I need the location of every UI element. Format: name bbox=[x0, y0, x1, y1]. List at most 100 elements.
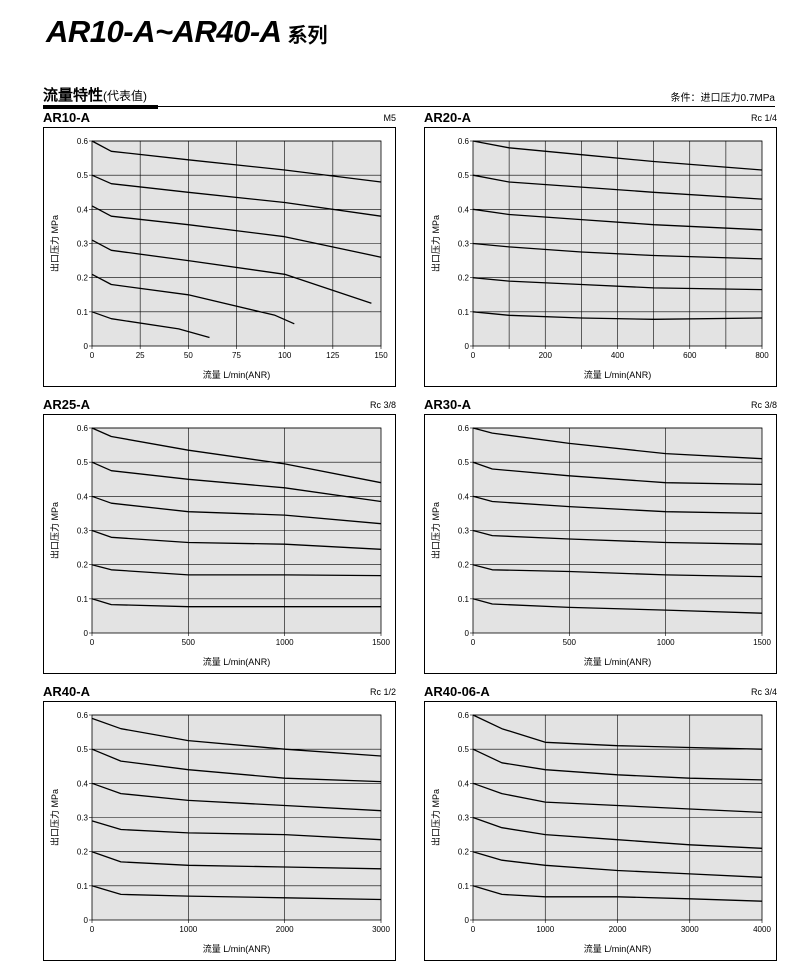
section-title: 流量特性(代表值) bbox=[43, 84, 147, 105]
series-line bbox=[472, 748, 763, 781]
series-line bbox=[472, 242, 763, 260]
series-line bbox=[472, 529, 763, 545]
y-tick-label: 0.1 bbox=[458, 308, 470, 317]
chart-port-label: Rc 1/4 bbox=[750, 113, 777, 123]
series-line bbox=[472, 714, 763, 750]
x-tick-label: 0 bbox=[471, 925, 476, 934]
condition-note: 条件：进口压力0.7MPa bbox=[670, 93, 775, 104]
y-tick-label: 0.6 bbox=[77, 137, 89, 146]
x-tick-label: 0 bbox=[90, 638, 95, 647]
y-tick-label: 0.1 bbox=[77, 308, 89, 317]
y-tick-label: 0.4 bbox=[77, 492, 89, 501]
series-line bbox=[91, 427, 382, 484]
y-tick-label: 0.4 bbox=[77, 779, 89, 788]
chart-svg: 0 0.1 0.2 0.3 0.4 0.5 0.6 0 1000 2000 3000 流量 L/min… bbox=[49, 711, 390, 954]
chart-svg: 0 0.1 0.2 0.3 0.4 0.5 0.6 0 25 50 75 100 125 150 流量 L/… bbox=[49, 137, 388, 380]
section-subtitle: (代表值) bbox=[103, 89, 148, 103]
series-line bbox=[91, 717, 382, 757]
chart-header: AR30-A Rc 3/8 bbox=[424, 397, 777, 413]
series-line bbox=[91, 239, 372, 304]
chart-frame: 0 0.1 0.2 0.3 0.4 0.5 0.6 0 1000 2000 3000 4000 流量 L… bbox=[424, 701, 777, 961]
y-tick-label: 0 bbox=[465, 916, 470, 925]
x-tick-label: 100 bbox=[278, 351, 292, 360]
series-line bbox=[472, 564, 763, 578]
series-line bbox=[91, 820, 382, 841]
y-tick-label: 0.6 bbox=[458, 424, 470, 433]
x-axis-label: 流量 L/min(ANR) bbox=[584, 369, 652, 380]
series-line bbox=[91, 174, 382, 217]
x-tick-label: 600 bbox=[683, 351, 697, 360]
chart-frame: 0 0.1 0.2 0.3 0.4 0.5 0.6 0 500 1000 1500 流量 L/min(… bbox=[424, 414, 777, 674]
section-underline bbox=[43, 105, 158, 109]
y-tick-label: 0.1 bbox=[77, 882, 89, 891]
x-axis-label: 流量 L/min(ANR) bbox=[584, 943, 652, 954]
x-tick-label: 150 bbox=[374, 351, 388, 360]
series-line bbox=[472, 140, 763, 171]
x-tick-label: 0 bbox=[471, 351, 476, 360]
y-tick-label: 0.6 bbox=[77, 711, 89, 720]
y-tick-label: 0.5 bbox=[458, 745, 470, 754]
x-tick-label: 1000 bbox=[657, 638, 675, 647]
y-axis-label: 出口压力 MPa bbox=[49, 215, 60, 272]
chart-svg: 0 0.1 0.2 0.3 0.4 0.5 0.6 0 1000 2000 3000 4000 流量 L… bbox=[430, 711, 771, 954]
y-tick-label: 0.5 bbox=[77, 458, 89, 467]
y-tick-label: 0.1 bbox=[77, 595, 89, 604]
x-tick-label: 1000 bbox=[536, 925, 554, 934]
section-header: 流量特性(代表值) 条件：进口压力0.7MPa bbox=[43, 84, 775, 109]
series-line bbox=[472, 427, 763, 460]
x-tick-label: 200 bbox=[539, 351, 553, 360]
y-tick-label: 0.5 bbox=[458, 171, 470, 180]
series-line bbox=[472, 311, 763, 320]
y-axis-label: 出口压力 MPa bbox=[430, 215, 441, 272]
chart-port-label: Rc 3/4 bbox=[750, 687, 777, 697]
x-tick-label: 50 bbox=[184, 351, 193, 360]
chart-model-label: AR40-06-A bbox=[424, 684, 490, 699]
x-tick-label: 800 bbox=[755, 351, 769, 360]
y-tick-label: 0.4 bbox=[458, 779, 470, 788]
x-tick-label: 2000 bbox=[276, 925, 294, 934]
series-line bbox=[91, 564, 382, 577]
y-tick-label: 0.2 bbox=[77, 274, 89, 283]
y-tick-label: 0 bbox=[465, 629, 470, 638]
y-tick-label: 0.2 bbox=[458, 561, 470, 570]
y-tick-label: 0.2 bbox=[458, 848, 470, 857]
y-tick-label: 0.5 bbox=[77, 171, 89, 180]
x-tick-label: 75 bbox=[232, 351, 241, 360]
y-tick-label: 0.6 bbox=[458, 137, 470, 146]
y-axis-label: 出口压力 MPa bbox=[49, 789, 60, 846]
series-line bbox=[472, 277, 763, 291]
x-tick-label: 3000 bbox=[681, 925, 699, 934]
chart-header: AR10-A M5 bbox=[43, 110, 396, 126]
x-tick-label: 1000 bbox=[276, 638, 294, 647]
chart-frame: 0 0.1 0.2 0.3 0.4 0.5 0.6 0 200 400 600 800 流量 L/min… bbox=[424, 127, 777, 387]
x-tick-label: 25 bbox=[136, 351, 145, 360]
y-tick-label: 0 bbox=[84, 629, 89, 638]
y-tick-label: 0.3 bbox=[458, 814, 470, 823]
series-line bbox=[91, 205, 382, 258]
chart-svg: 0 0.1 0.2 0.3 0.4 0.5 0.6 0 200 400 600 800 流量 L/min… bbox=[430, 137, 769, 380]
series-line bbox=[472, 598, 763, 614]
chart-header: AR40-06-A Rc 3/4 bbox=[424, 684, 777, 700]
x-axis-label: 流量 L/min(ANR) bbox=[203, 943, 271, 954]
y-tick-label: 0.2 bbox=[458, 274, 470, 283]
y-tick-label: 0 bbox=[465, 342, 470, 351]
section-title-text: 流量特性 bbox=[43, 87, 104, 104]
y-tick-label: 0.3 bbox=[77, 527, 89, 536]
y-tick-label: 0.6 bbox=[458, 711, 470, 720]
x-tick-label: 125 bbox=[326, 351, 340, 360]
series-line bbox=[91, 748, 382, 783]
series-line bbox=[91, 885, 382, 901]
y-tick-label: 0.2 bbox=[77, 561, 89, 570]
x-tick-label: 500 bbox=[563, 638, 577, 647]
series-line bbox=[91, 598, 381, 608]
chart-model-label: AR25-A bbox=[43, 397, 90, 412]
series-line bbox=[91, 529, 382, 550]
series-line bbox=[472, 885, 763, 902]
series-line bbox=[472, 851, 763, 878]
chart-port-label: M5 bbox=[383, 113, 396, 123]
chart-svg: 0 0.1 0.2 0.3 0.4 0.5 0.6 0 500 1000 1500 流量 L/min(… bbox=[430, 424, 771, 667]
y-tick-label: 0 bbox=[84, 916, 89, 925]
y-tick-label: 0.3 bbox=[458, 240, 470, 249]
chart-frame: 0 0.1 0.2 0.3 0.4 0.5 0.6 0 1000 2000 3000 流量 L/min… bbox=[43, 701, 396, 961]
series-line bbox=[472, 782, 763, 814]
